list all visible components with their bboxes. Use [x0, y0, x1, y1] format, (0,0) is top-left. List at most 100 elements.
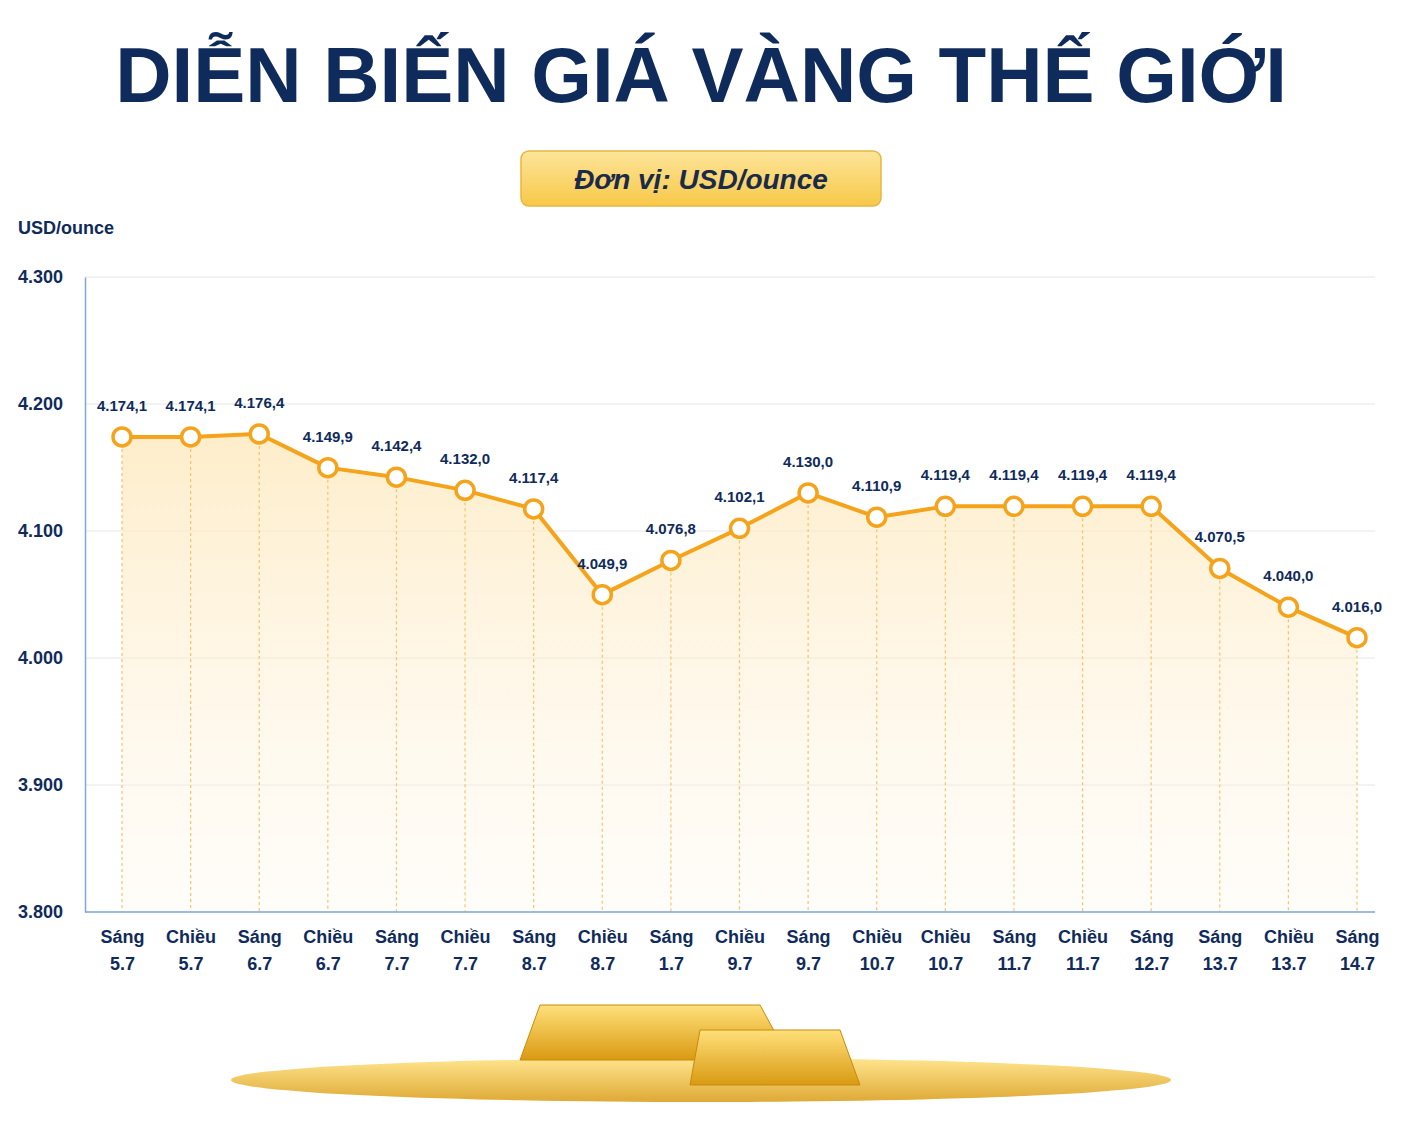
tick: Chiều11.7 [1058, 912, 1108, 974]
marker [456, 481, 474, 499]
tick-label: Sáng13.7 [1198, 927, 1242, 974]
badge-background [521, 151, 881, 206]
plot-area [113, 425, 1366, 912]
data-label: 4.142,4 [371, 437, 422, 454]
marker [525, 500, 543, 518]
drop-line [876, 517, 877, 912]
tick: Sáng7.7 [375, 912, 419, 974]
y-axis-title: USD/ounce [18, 218, 114, 238]
drop-line [1356, 638, 1357, 912]
marker [319, 459, 337, 477]
data-label: 4.016,0 [1332, 598, 1382, 615]
data-label: 4.176,4 [234, 394, 285, 411]
tick-label: 4.200 [18, 394, 63, 414]
marker [731, 519, 749, 537]
marker [1211, 559, 1229, 577]
tick-label: Sáng12.7 [1130, 927, 1174, 974]
tick: 4.100 [18, 521, 85, 541]
tick-label: 3.800 [18, 902, 63, 922]
drop-line [670, 560, 671, 912]
tick-label: Sáng8.7 [512, 927, 556, 974]
drop-line [808, 493, 809, 912]
marker [250, 425, 268, 443]
marker [936, 497, 954, 515]
axis-line [85, 911, 1375, 913]
tick-label: Chiều9.7 [715, 927, 765, 974]
drop-line [602, 595, 603, 912]
drop-line [327, 468, 328, 912]
tick-label: Chiều13.7 [1264, 927, 1314, 974]
chart: DIỄN BIẾN GIÁ VÀNG THẾ GIỚI Đơn vị: USD/o… [0, 0, 1402, 1122]
tick: Chiều13.7 [1264, 912, 1314, 974]
data-label: 4.102,1 [714, 488, 764, 505]
tick: Chiều10.7 [921, 912, 971, 974]
area [122, 434, 1357, 912]
data-labels: 4.174,14.174,14.176,44.149,94.142,44.132… [97, 394, 1382, 615]
y-axis: 3.800 3.900 4.000 4.100 4.200 4.300 [18, 267, 86, 922]
grid-line [85, 912, 1375, 913]
drop-line [464, 490, 465, 912]
tick-label: 4.100 [18, 521, 63, 541]
tick: Chiều6.7 [303, 912, 353, 974]
title: DIỄN BIẾN GIÁ VÀNG THẾ GIỚI [115, 31, 1287, 119]
tick-label: 4.300 [18, 267, 63, 287]
data-label: 4.119,4 [1127, 466, 1177, 483]
data-label: 4.174,1 [166, 397, 216, 414]
marker [1348, 629, 1366, 647]
tick: 3.800 [18, 902, 85, 922]
tick: 3.900 [18, 775, 85, 795]
tick: Sáng9.7 [787, 912, 831, 974]
tick: Sáng13.7 [1198, 912, 1242, 974]
tick-label: 4.000 [18, 648, 63, 668]
drop-line [1013, 506, 1014, 912]
data-label: 4.049,9 [577, 555, 627, 572]
tick-label: Sáng7.7 [375, 927, 419, 974]
tick-label: Chiều10.7 [921, 927, 971, 974]
tick-label: 3.900 [18, 775, 63, 795]
marker [387, 468, 405, 486]
line [122, 434, 1357, 638]
tick-label: Chiều7.7 [441, 927, 491, 974]
tick: 4.200 [18, 394, 85, 414]
tick-label: Sáng6.7 [238, 927, 282, 974]
subtitle: Đơn vị: USD/ounce [574, 164, 828, 195]
marker [1005, 497, 1023, 515]
grid-line [85, 277, 1375, 278]
tick: 4.300 [18, 267, 85, 287]
tick: Sáng1.7 [649, 912, 693, 974]
drop-line [1082, 506, 1083, 912]
unit-badge: Đơn vị: USD/ounce [521, 151, 881, 206]
tick-label: Chiều5.7 [166, 927, 216, 974]
gold-decoration [231, 1005, 1171, 1102]
drop-line [739, 528, 740, 912]
axis-line [85, 278, 87, 913]
tick-label: Chiều10.7 [852, 927, 902, 974]
x-axis: Sáng5.7Chiều5.7Sáng6.7Chiều6.7Sáng7.7Chi… [85, 912, 1380, 974]
marker [182, 428, 200, 446]
drop-line [1151, 506, 1152, 912]
grid [85, 277, 1375, 912]
data-label: 4.070,5 [1195, 528, 1245, 545]
drop-line [190, 437, 191, 912]
data-label: 4.119,4 [1058, 466, 1108, 483]
marker [799, 484, 817, 502]
marker [662, 551, 680, 569]
data-label: 4.119,4 [921, 466, 971, 483]
data-label: 4.174,1 [97, 397, 147, 414]
tick-label: Chiều6.7 [303, 927, 353, 974]
data-label: 4.040,0 [1263, 567, 1313, 584]
data-label: 4.110,9 [852, 477, 901, 494]
data-label: 4.149,9 [303, 428, 353, 445]
marker [868, 508, 886, 526]
tick-label: Sáng9.7 [787, 927, 831, 974]
tick-label: Sáng1.7 [649, 927, 693, 974]
data-label: 4.119,4 [989, 466, 1039, 483]
marker [593, 586, 611, 604]
tick: Chiều9.7 [715, 912, 765, 974]
data-label: 4.076,8 [646, 520, 696, 537]
tick: 4.000 [18, 648, 85, 668]
drop-line [945, 506, 946, 912]
tick: Sáng11.7 [992, 912, 1036, 974]
data-label: 4.130,0 [783, 453, 833, 470]
data-label: 4.117,4 [509, 469, 559, 486]
